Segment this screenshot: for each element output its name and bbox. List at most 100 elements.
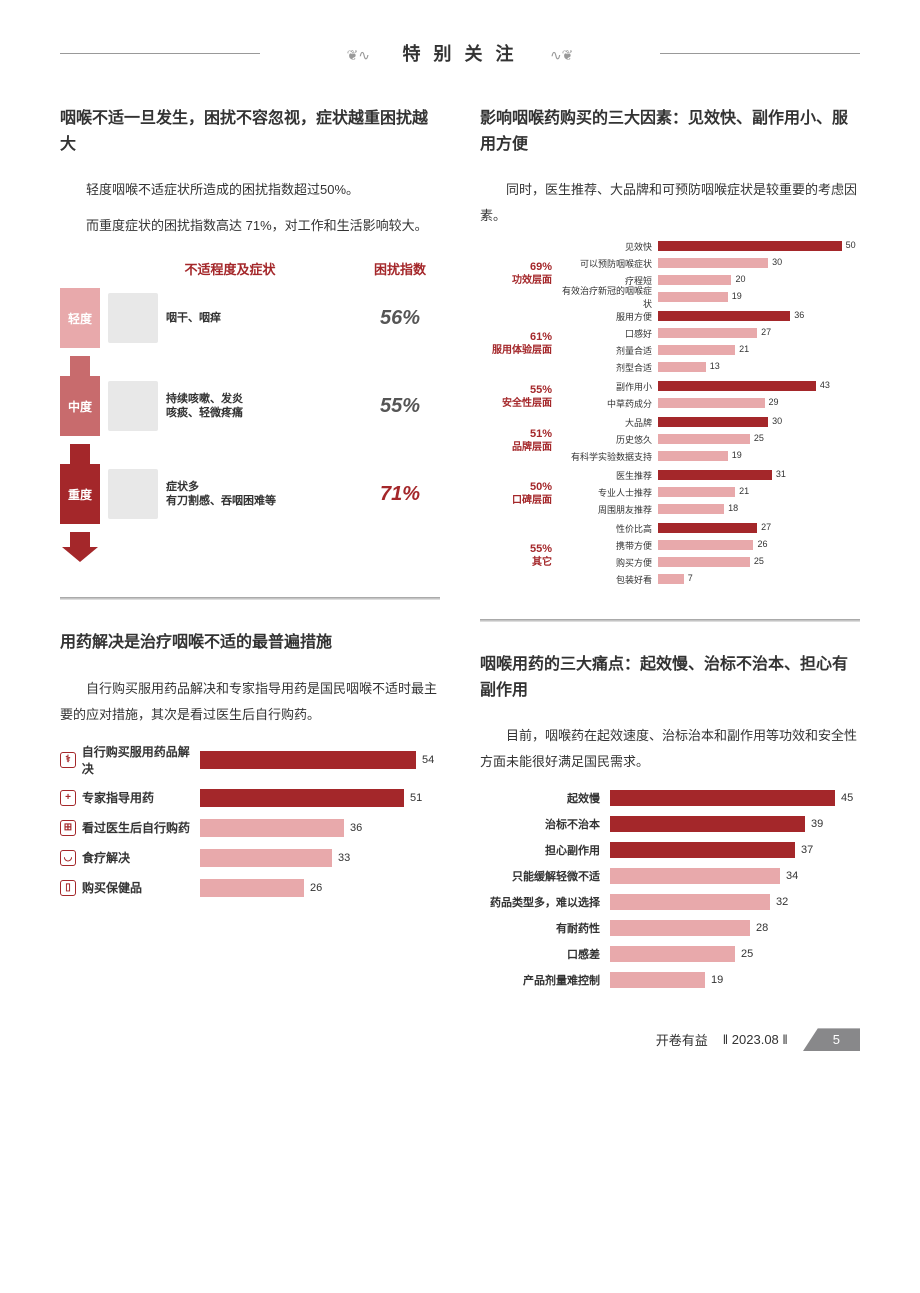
discomfort-index: 71% (360, 483, 440, 506)
factor-item: 携带方便 26 (560, 538, 860, 552)
pain-chart: 起效慢 45 治标不治本 39 担心副作用 37 只能缓解轻微不适 34 药品类… (480, 790, 860, 988)
factor-bar: 13 (658, 362, 706, 372)
pain-label: 口感差 (480, 946, 610, 962)
factor-bar: 29 (658, 398, 765, 408)
section1-body1: 轻度咽喉不适症状所造成的困扰指数超过50%。 (60, 177, 440, 203)
pain-value: 19 (711, 972, 723, 988)
factor-item: 大品牌 30 (560, 415, 860, 429)
pain-value: 32 (776, 894, 788, 910)
factor-value: 27 (761, 522, 771, 532)
section3-title: 影响咽喉药购买的三大因素：见效快、副作用小、服用方便 (480, 106, 860, 157)
factor-item: 有科学实验数据支持 19 (560, 449, 860, 463)
pain-label: 只能缓解轻微不适 (480, 868, 610, 884)
factor-item-label: 见效快 (560, 240, 658, 253)
factor-item-label: 性价比高 (560, 522, 658, 535)
measure-icon: ⊞ (60, 820, 76, 836)
factor-bar: 50 (658, 241, 842, 251)
factor-item-label: 购买方便 (560, 556, 658, 569)
pain-label: 起效慢 (480, 790, 610, 806)
section2-title: 用药解决是治疗咽喉不适的最普遍措施 (60, 630, 440, 656)
page-footer: 开卷有益 ‖ 2023.08 ‖ 5 (60, 1028, 860, 1051)
symptom-image (108, 469, 158, 519)
factor-item-label: 服用方便 (560, 310, 658, 323)
pain-value: 45 (841, 790, 853, 806)
factor-value: 27 (761, 327, 771, 337)
pain-row: 治标不治本 39 (480, 816, 860, 832)
pain-bar: 32 (610, 894, 770, 910)
factor-bar: 21 (658, 487, 735, 497)
severity-label: 轻度 (60, 288, 100, 348)
factor-value: 26 (757, 539, 767, 549)
pain-label: 担心副作用 (480, 842, 610, 858)
pain-label: 有耐药性 (480, 920, 610, 936)
factor-value: 31 (776, 469, 786, 479)
severity-label: 中度 (60, 376, 100, 436)
factor-value: 29 (769, 397, 779, 407)
pain-value: 28 (756, 920, 768, 936)
factor-item-label: 历史悠久 (560, 433, 658, 446)
factor-bar: 31 (658, 470, 772, 480)
factor-item-label: 医生推荐 (560, 469, 658, 482)
factor-value: 43 (820, 380, 830, 390)
measure-value: 26 (310, 879, 322, 897)
factor-item-label: 剂型合适 (560, 361, 658, 374)
measure-row: ◡ 食疗解决 33 (60, 849, 440, 867)
symptom-box: 持续咳嗽、发炎咳痰、轻微疼痛 (100, 381, 360, 431)
discomfort-row: 重度 症状多有刀割感、吞咽困难等 71% (60, 464, 440, 524)
pain-bar: 25 (610, 946, 735, 962)
factor-group-label: 51%品牌层面 (480, 415, 560, 466)
factor-item-label: 中草药成分 (560, 397, 658, 410)
pain-row: 产品剂量难控制 19 (480, 972, 860, 988)
measure-bar: 51 (200, 789, 404, 807)
pain-value: 37 (801, 842, 813, 858)
factor-item: 剂型合适 13 (560, 360, 860, 374)
divider (480, 619, 860, 622)
factor-bar: 21 (658, 345, 735, 355)
factor-item-label: 可以预防咽喉症状 (560, 257, 658, 270)
factor-item: 医生推荐 31 (560, 468, 860, 482)
discomfort-row: 轻度 咽干、咽痒 56% (60, 288, 440, 348)
pain-row: 担心副作用 37 (480, 842, 860, 858)
factor-bar: 27 (658, 523, 757, 533)
factor-value: 13 (710, 361, 720, 371)
measure-value: 33 (338, 849, 350, 867)
pain-row: 有耐药性 28 (480, 920, 860, 936)
discomfort-index: 55% (360, 395, 440, 418)
measure-icon: + (60, 790, 76, 806)
factor-group: 69%功效层面 见效快 50 可以预防咽喉症状 30 疗程短 20 (480, 239, 860, 307)
pain-value: 39 (811, 816, 823, 832)
factor-group: 61%服用体验层面 服用方便 36 口感好 27 剂量合适 21 (480, 309, 860, 377)
factor-item: 中草药成分 29 (560, 396, 860, 410)
factor-item-label: 携带方便 (560, 539, 658, 552)
measure-label: ▯ 购买保健品 (60, 879, 200, 896)
factor-group-label: 69%功效层面 (480, 239, 560, 307)
measure-icon: ▯ (60, 880, 76, 896)
measure-label: ⚕ 自行购买服用药品解决 (60, 743, 200, 777)
pain-bar: 34 (610, 868, 780, 884)
factor-bar: 30 (658, 417, 768, 427)
page-header: ❦∿ 特 别 关 注 ∿❦ (60, 40, 860, 66)
factor-item: 口感好 27 (560, 326, 860, 340)
factor-item-label: 副作用小 (560, 380, 658, 393)
pain-label: 治标不治本 (480, 816, 610, 832)
factor-bar: 25 (658, 434, 750, 444)
measure-label: + 专家指导用药 (60, 789, 200, 806)
symptom-box: 咽干、咽痒 (100, 293, 360, 343)
footer-pagenum: 5 (803, 1028, 860, 1051)
factor-item: 专业人士推荐 21 (560, 485, 860, 499)
factor-value: 19 (732, 291, 742, 301)
factor-bar: 19 (658, 451, 728, 461)
pain-value: 34 (786, 868, 798, 884)
factor-item: 服用方便 36 (560, 309, 860, 323)
factor-item: 副作用小 43 (560, 379, 860, 393)
ornament-left: ❦∿ (347, 47, 370, 64)
factor-value: 25 (754, 556, 764, 566)
section1-body2: 而重度症状的困扰指数高达 71%，对工作和生活影响较大。 (60, 213, 440, 239)
measure-bar: 54 (200, 751, 416, 769)
measure-icon: ◡ (60, 850, 76, 866)
factor-value: 7 (688, 573, 693, 583)
factor-item: 可以预防咽喉症状 30 (560, 256, 860, 270)
factors-chart: 69%功效层面 见效快 50 可以预防咽喉症状 30 疗程短 20 (480, 239, 860, 589)
factor-bar: 25 (658, 557, 750, 567)
section3-body: 同时，医生推荐、大品牌和可预防咽喉症状是较重要的考虑因素。 (480, 177, 860, 229)
